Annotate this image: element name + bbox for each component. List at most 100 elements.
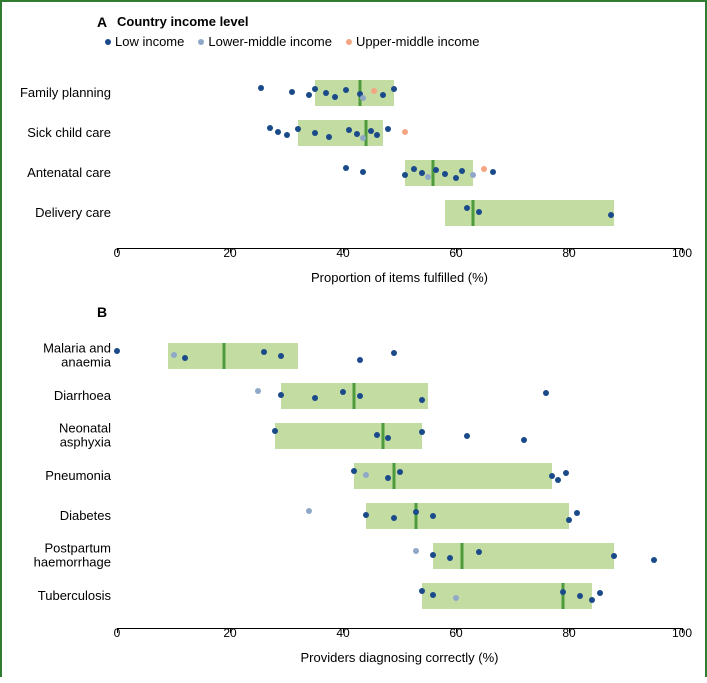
data-point — [391, 86, 397, 92]
data-point — [470, 172, 476, 178]
median-line — [562, 583, 565, 609]
xtick-label: 80 — [562, 626, 575, 640]
data-point — [566, 517, 572, 523]
category-label: Delivery care — [6, 206, 111, 220]
data-point — [343, 165, 349, 171]
category-label: Malaria andanaemia — [6, 342, 111, 371]
median-line — [392, 463, 395, 489]
data-point — [521, 437, 527, 443]
data-point — [351, 468, 357, 474]
panel-b: B 020406080100 Providers diagnosing correc… — [2, 300, 705, 683]
data-point — [289, 89, 295, 95]
data-point — [433, 167, 439, 173]
data-point — [651, 557, 657, 563]
data-point — [430, 513, 436, 519]
data-point — [272, 428, 278, 434]
data-point — [577, 593, 583, 599]
data-point — [464, 205, 470, 211]
x-axis-title: Proportion of items fulfilled (%) — [311, 270, 488, 285]
median-line — [353, 383, 356, 409]
legend-label: Low income — [115, 34, 184, 49]
panel-label: B — [97, 304, 107, 320]
category-label: Antenatal care — [6, 166, 111, 180]
median-line — [364, 120, 367, 146]
data-point — [413, 548, 419, 554]
data-point — [442, 171, 448, 177]
median-line — [223, 343, 226, 369]
data-point — [114, 348, 120, 354]
data-point — [597, 590, 603, 596]
plot-area: 020406080100 — [117, 328, 682, 629]
data-point — [357, 393, 363, 399]
data-point — [453, 595, 459, 601]
data-point — [425, 174, 431, 180]
legend-title: Country income level — [117, 14, 248, 29]
x-axis-title: Providers diagnosing correctly (%) — [301, 650, 499, 665]
data-point — [391, 515, 397, 521]
data-point — [278, 392, 284, 398]
data-point — [543, 390, 549, 396]
xtick-label: 40 — [336, 626, 349, 640]
data-point — [419, 397, 425, 403]
data-point — [459, 168, 465, 174]
category-label: Tuberculosis — [6, 589, 111, 603]
legend-item: Low income — [105, 34, 184, 49]
xtick-label: 0 — [114, 626, 121, 640]
data-point — [278, 353, 284, 359]
data-point — [295, 126, 301, 132]
xtick-label: 100 — [672, 246, 692, 260]
data-point — [306, 508, 312, 514]
data-point — [490, 169, 496, 175]
data-point — [476, 549, 482, 555]
xtick-label: 60 — [449, 246, 462, 260]
iqr-box — [445, 200, 615, 226]
data-point — [284, 132, 290, 138]
xtick-label: 20 — [223, 246, 236, 260]
data-point — [312, 395, 318, 401]
data-point — [413, 509, 419, 515]
data-point — [340, 389, 346, 395]
legend-label: Lower-middle income — [208, 34, 332, 49]
xtick-label: 100 — [672, 626, 692, 640]
data-point — [360, 169, 366, 175]
data-point — [258, 85, 264, 91]
data-point — [363, 512, 369, 518]
data-point — [363, 472, 369, 478]
data-point — [343, 87, 349, 93]
data-point — [402, 129, 408, 135]
category-label: Diarrhoea — [6, 389, 111, 403]
data-point — [397, 469, 403, 475]
data-point — [611, 553, 617, 559]
median-line — [381, 423, 384, 449]
data-point — [464, 433, 470, 439]
iqr-box — [422, 583, 592, 609]
data-point — [419, 588, 425, 594]
data-point — [267, 125, 273, 131]
median-line — [460, 543, 463, 569]
data-point — [391, 350, 397, 356]
category-label: Family planning — [6, 86, 111, 100]
data-point — [380, 92, 386, 98]
data-point — [171, 352, 177, 358]
data-point — [346, 127, 352, 133]
data-point — [608, 212, 614, 218]
category-label: Sick child care — [6, 126, 111, 140]
median-line — [471, 200, 474, 226]
data-point — [312, 130, 318, 136]
xtick-label: 60 — [449, 626, 462, 640]
legend-marker — [346, 39, 352, 45]
data-point — [261, 349, 267, 355]
xtick-label: 80 — [562, 246, 575, 260]
data-point — [332, 94, 338, 100]
data-point — [306, 92, 312, 98]
data-point — [555, 477, 561, 483]
data-point — [360, 95, 366, 101]
data-point — [430, 592, 436, 598]
data-point — [402, 172, 408, 178]
data-point — [430, 552, 436, 558]
legend-marker — [105, 39, 111, 45]
data-point — [385, 435, 391, 441]
data-point — [312, 86, 318, 92]
data-point — [275, 129, 281, 135]
legend-label: Upper-middle income — [356, 34, 480, 49]
